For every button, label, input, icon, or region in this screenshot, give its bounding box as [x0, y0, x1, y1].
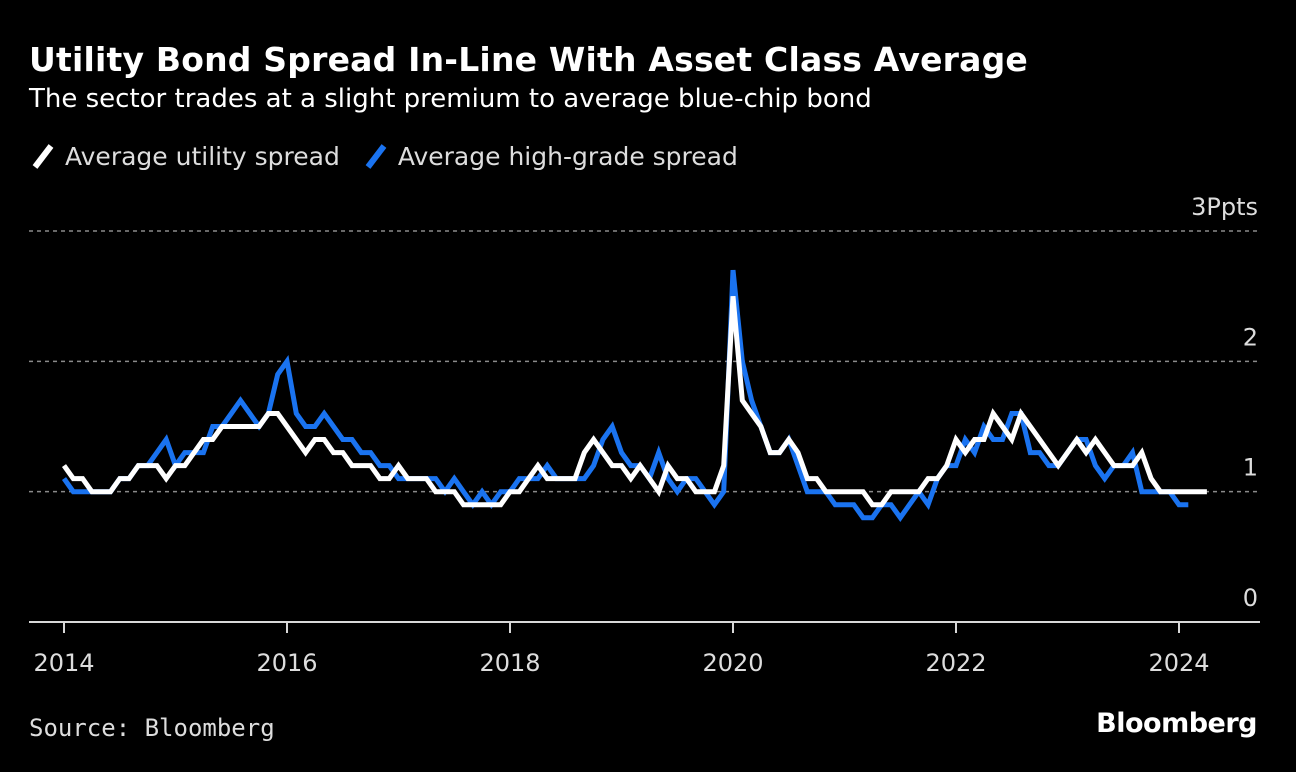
chart-title: Utility Bond Spread In-Line With Asset C…	[29, 40, 1029, 79]
tick-labels: 0 1 2 3Ppts 2014 2016 2018 2020 2022 2024	[33, 193, 1258, 677]
legend-swatch-high-grade-icon	[365, 144, 387, 169]
x-tick-label: 2020	[702, 649, 763, 677]
legend-swatch-utility-icon	[32, 144, 54, 169]
legend-label-high-grade: Average high-grade spread	[397, 141, 738, 171]
x-tick-label: 2018	[479, 649, 540, 677]
y-tick-label: 1	[1243, 454, 1258, 482]
legend: Average utility spread Average high-grad…	[29, 141, 760, 171]
y-tick-label: 0	[1243, 584, 1258, 612]
series-line-high-grade	[61, 269, 1189, 523]
x-tick-label: 2014	[33, 649, 94, 677]
legend-label-utility: Average utility spread	[65, 141, 340, 171]
y-tick-label: 3Ppts	[1191, 193, 1258, 221]
x-tick-label: 2024	[1148, 649, 1209, 677]
bloomberg-logo: Bloomberg	[1096, 708, 1257, 739]
x-tick-label: 2022	[925, 649, 986, 677]
grid-layer	[29, 230, 1260, 493]
y-tick-label: 2	[1243, 323, 1258, 351]
legend-item-utility: Average utility spread	[29, 141, 340, 171]
x-axis	[29, 621, 1260, 633]
chart-subtitle: The sector trades at a slight premium to…	[29, 84, 872, 114]
series-line-utility	[61, 295, 1207, 508]
x-tick-label: 2016	[256, 649, 317, 677]
legend-item-high-grade: Average high-grade spread	[362, 141, 738, 171]
series-layer	[61, 269, 1207, 523]
source-note: Source: Bloomberg	[29, 714, 275, 742]
